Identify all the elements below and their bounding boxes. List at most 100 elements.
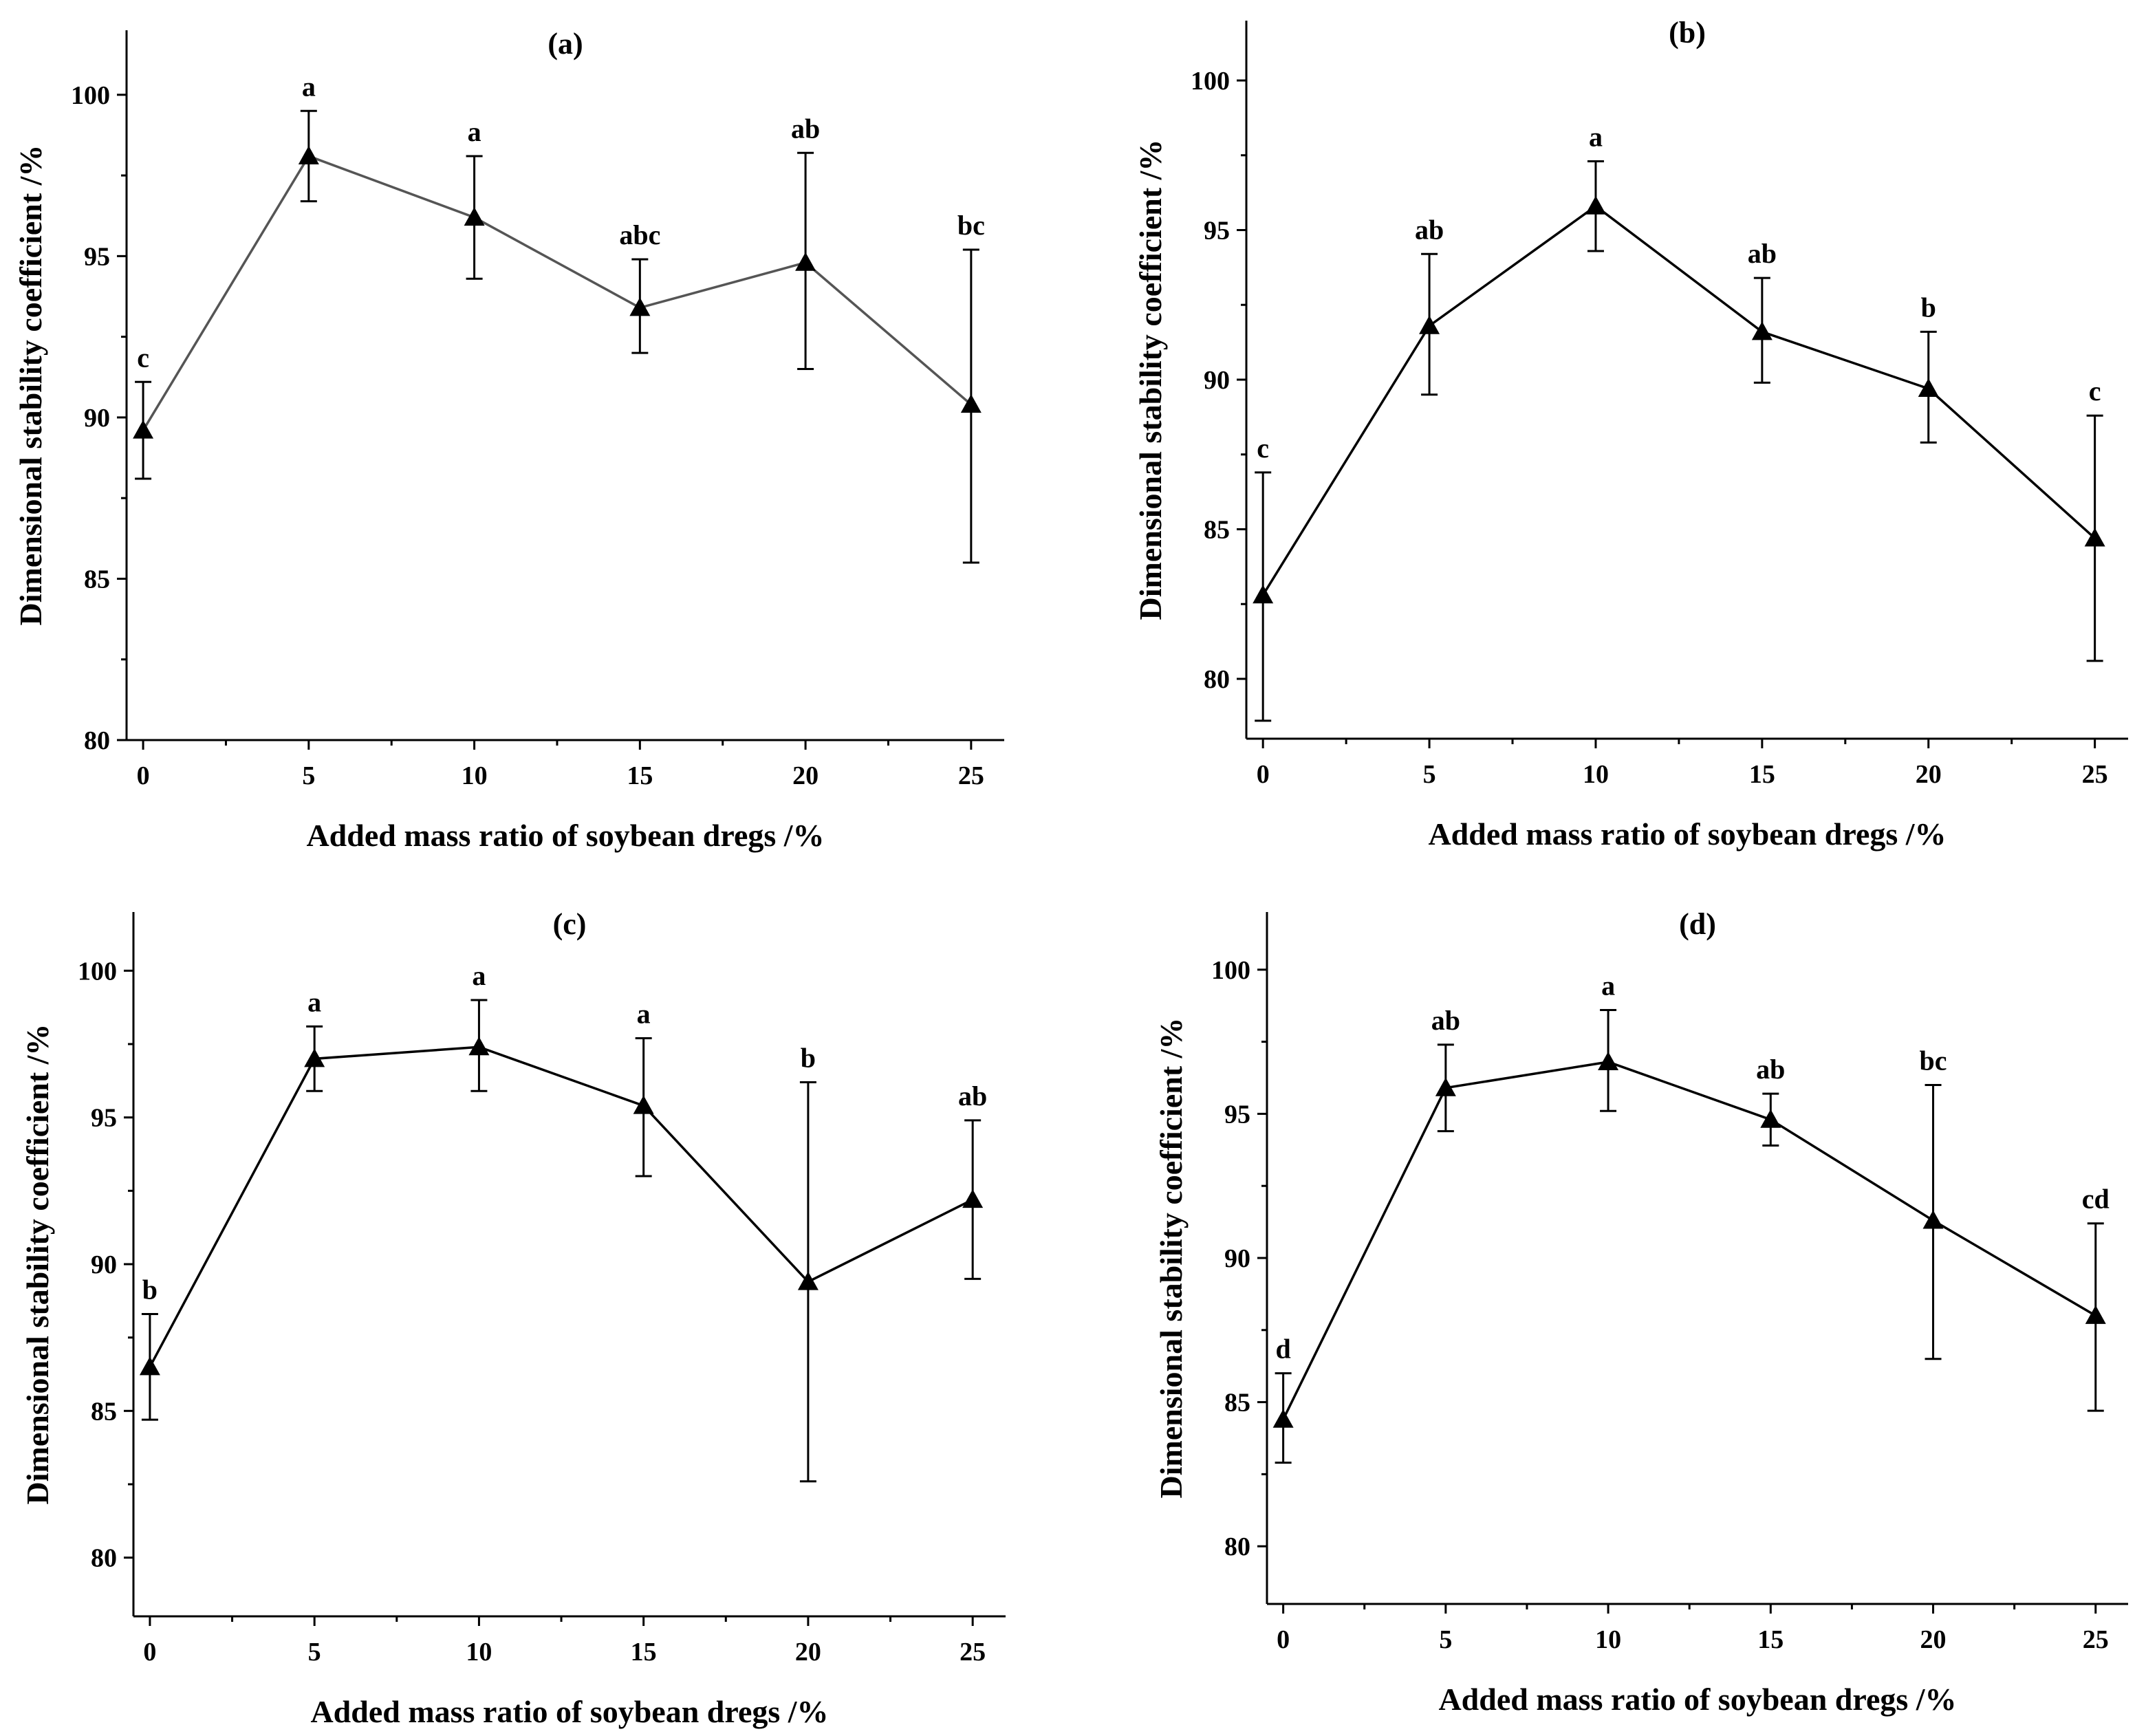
- significance-label: a: [1601, 970, 1615, 1001]
- y-tick-label: 95: [84, 242, 110, 271]
- panel-d: 80 85 90 95 100 0 5 10 15 20 25 Added mass ratio of…: [1153, 907, 2128, 1717]
- y-axis-title: Dimensional stability coefficient /%: [1153, 1018, 1189, 1499]
- data-point: [1253, 585, 1274, 604]
- data-point: [304, 1048, 325, 1067]
- y-tick-label: 100: [71, 81, 110, 110]
- significance-label: ab: [1756, 1054, 1785, 1085]
- x-tick-label: 20: [1916, 760, 1942, 789]
- panel-title: (a): [548, 27, 583, 61]
- significance-label: ab: [1431, 1005, 1460, 1036]
- x-tick-label: 25: [960, 1638, 986, 1667]
- x-tick-label: 5: [1439, 1625, 1452, 1654]
- x-tick-label: 5: [308, 1638, 321, 1667]
- significance-label: a: [302, 71, 316, 102]
- y-tick-label: 100: [1211, 956, 1250, 985]
- data-point: [1272, 1409, 1294, 1428]
- data-point: [629, 297, 651, 316]
- x-tick-label: 10: [466, 1638, 492, 1667]
- data-point: [1419, 315, 1440, 334]
- y-tick-label: 95: [1224, 1100, 1250, 1129]
- x-axis-title: Added mass ratio of soybean dregs /%: [1428, 816, 1946, 851]
- data-point: [960, 394, 982, 413]
- significance-label: a: [1589, 121, 1603, 152]
- significance-label: a: [307, 986, 321, 1017]
- series-line: [149, 1045, 973, 1368]
- x-tick-label: 15: [631, 1638, 657, 1667]
- significance-label: a: [468, 116, 481, 147]
- x-tick-label: 15: [1749, 760, 1775, 789]
- data-point: [797, 1271, 819, 1290]
- significance-label: bc: [957, 210, 985, 241]
- significance-label: d: [1275, 1334, 1290, 1365]
- y-axis-title: Dimensional stability coefficient /%: [13, 145, 48, 626]
- y-tick-label: 80: [1204, 665, 1230, 694]
- x-tick-label: 5: [302, 761, 315, 790]
- y-tick-label: 90: [1204, 366, 1230, 395]
- significance-label: a: [637, 998, 651, 1029]
- y-tick-label: 85: [91, 1397, 117, 1426]
- x-tick-label: 20: [792, 761, 819, 790]
- y-tick-label: 100: [1191, 67, 1230, 96]
- y-tick-label: 90: [84, 404, 110, 433]
- data-point: [633, 1095, 654, 1114]
- significance-label: b: [142, 1274, 158, 1305]
- data-point: [468, 1037, 490, 1056]
- series-line: [1282, 1061, 2096, 1420]
- x-axis-title: Added mass ratio of soybean dregs /%: [310, 1694, 828, 1729]
- x-tick-label: 15: [627, 761, 653, 790]
- y-tick-label: 100: [78, 957, 117, 986]
- series-line: [142, 154, 972, 431]
- y-axis-title: Dimensional stability coefficient /%: [1133, 140, 1168, 620]
- y-tick-label: 85: [1224, 1389, 1250, 1418]
- y-tick-label: 85: [1204, 516, 1230, 545]
- significance-label: ab: [791, 113, 820, 144]
- x-tick-label: 25: [2082, 760, 2108, 789]
- significance-label: c: [1257, 433, 1269, 464]
- panel-title: (d): [1679, 907, 1716, 941]
- data-point: [2085, 1305, 2106, 1324]
- x-tick-label: 0: [143, 1638, 156, 1667]
- data-point: [139, 1356, 160, 1376]
- data-point: [464, 207, 485, 226]
- significance-label: abc: [619, 219, 660, 250]
- y-tick-label: 80: [1224, 1532, 1250, 1561]
- significance-label: cd: [2082, 1184, 2110, 1215]
- data-point: [1598, 1051, 1619, 1070]
- panel-title: (c): [553, 907, 587, 941]
- x-tick-label: 10: [462, 761, 488, 790]
- x-tick-label: 5: [1423, 760, 1436, 789]
- x-tick-label: 0: [137, 761, 150, 790]
- x-tick-label: 25: [958, 761, 984, 790]
- significance-label: c: [137, 342, 149, 373]
- significance-label: a: [472, 960, 486, 991]
- x-tick-label: 20: [795, 1638, 821, 1667]
- data-point: [1751, 321, 1773, 340]
- y-tick-label: 95: [91, 1104, 117, 1133]
- data-point: [962, 1189, 984, 1208]
- data-point: [795, 252, 816, 271]
- significance-label: bc: [1920, 1045, 1947, 1076]
- x-tick-label: 25: [2083, 1625, 2109, 1654]
- significance-label: b: [1921, 292, 1936, 323]
- x-tick-label: 10: [1583, 760, 1609, 789]
- x-tick-label: 10: [1595, 1625, 1621, 1654]
- panel-a: 80 85 90 95 100 0 5 10 15 20 25 Added mass ratio of…: [13, 27, 1004, 853]
- y-tick-label: 80: [84, 726, 110, 755]
- data-point: [2084, 528, 2105, 547]
- x-axis-title: Added mass ratio of soybean dregs /%: [1438, 1682, 1956, 1717]
- y-tick-label: 85: [84, 565, 110, 594]
- data-point: [1922, 1210, 1944, 1229]
- panel-b: 80 85 90 95 100 0 5 10 15 20 25 Added mass ratio of…: [1133, 16, 2128, 851]
- panel-title: (b): [1669, 16, 1706, 50]
- data-point: [1760, 1109, 1781, 1128]
- data-point: [1585, 195, 1606, 215]
- significance-label: ab: [1415, 214, 1444, 245]
- data-point: [1918, 378, 1939, 398]
- data-point: [298, 145, 319, 164]
- panel-c: 80 85 90 95 100 0 5 10 15 20 25 Added mass ratio of…: [20, 907, 1006, 1729]
- y-tick-label: 90: [1224, 1244, 1250, 1273]
- y-tick-label: 80: [91, 1544, 117, 1573]
- significance-label: ab: [958, 1081, 987, 1111]
- y-tick-label: 95: [1204, 217, 1230, 246]
